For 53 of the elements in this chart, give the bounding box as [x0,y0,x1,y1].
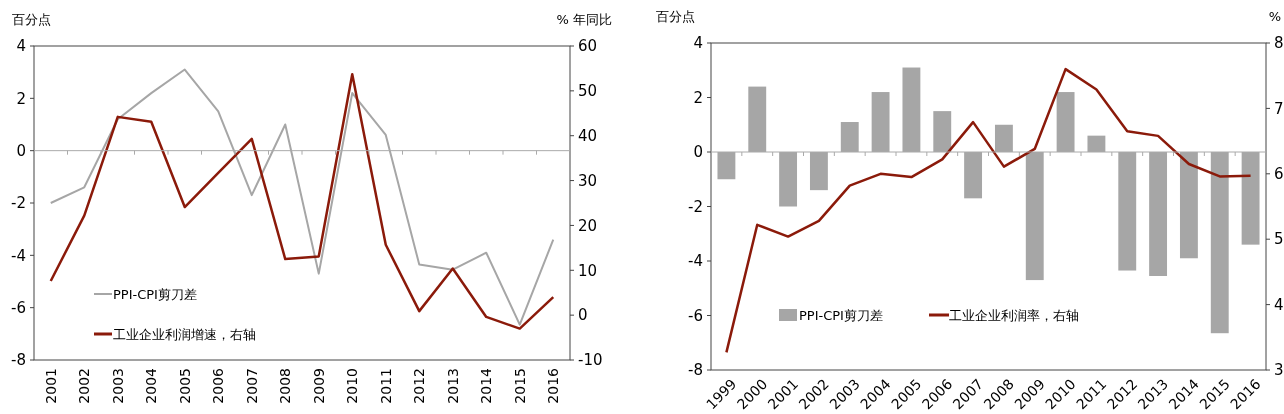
y2-tick-label: 3 [1274,361,1284,380]
x-tick-label: 2016 [545,367,562,404]
x-tick-label: 2002 [76,368,93,404]
x-tick-label: 2005 [176,368,193,404]
y2-axis-title: % [1268,9,1281,24]
y-axis-title: 百分点 [12,12,51,27]
x-tick-label: 2013 [444,368,461,404]
y-axis-title: 百分点 [656,9,695,24]
legend-label: 工业企业利润增速，右轴 [113,326,256,342]
y-tick-label: 2 [16,89,26,108]
y2-tick-label: 8 [1274,34,1284,53]
legend-label: 工业企业利润率，右轴 [949,307,1079,323]
y-tick-label: 2 [693,88,703,107]
y-tick-label: -4 [11,246,26,265]
y2-tick-label: 20 [578,216,598,235]
y2-tick-label: 0 [578,306,588,325]
x-tick-label: 2008 [277,368,294,404]
y2-tick-label: 10 [578,261,598,280]
y2-tick-label: 5 [1274,230,1284,249]
y-tick-label: 4 [693,34,703,53]
y-tick-label: 0 [693,143,703,162]
x-tick-label: 2015 [511,368,528,404]
y2-tick-label: 4 [1274,295,1284,314]
line-series [725,67,1252,354]
y-tick-label: -8 [11,351,26,370]
y-tick-label: -2 [688,197,703,216]
y-tick-label: -6 [11,298,26,317]
x-tick-label: 2011 [377,368,394,404]
y-tick-label: -8 [688,361,703,380]
y2-tick-label: 60 [578,37,598,56]
legend-label: PPI-CPI剪刀差 [113,286,197,302]
x-tick-label: 2004 [143,367,160,404]
legend-label: PPI-CPI剪刀差 [799,307,883,323]
y2-axis-title: % 年同比 [556,12,612,27]
y2-tick-label: 50 [578,82,598,101]
x-tick-label: 2010 [344,368,361,404]
y-tick-label: 0 [16,141,26,160]
x-tick-label: 2006 [210,367,227,404]
y-tick-label: -6 [688,306,703,325]
y2-tick-label: 6 [1274,165,1284,184]
y2-tick-label: 30 [578,171,598,190]
x-tick-label: 2007 [243,368,260,404]
y2-tick-label: 40 [578,126,598,145]
y-tick-label: -4 [688,252,703,271]
x-tick-label: 2001 [42,368,59,404]
y-tick-label: 4 [16,37,26,56]
x-tick-label: 2014 [478,367,495,404]
y2-tick-label: -10 [578,351,603,370]
y2-tick-label: 7 [1274,99,1284,118]
x-tick-label: 2012 [411,368,428,404]
y-tick-label: -2 [11,194,26,213]
x-tick-label: 2009 [310,368,327,404]
x-tick-label: 2003 [109,368,126,404]
